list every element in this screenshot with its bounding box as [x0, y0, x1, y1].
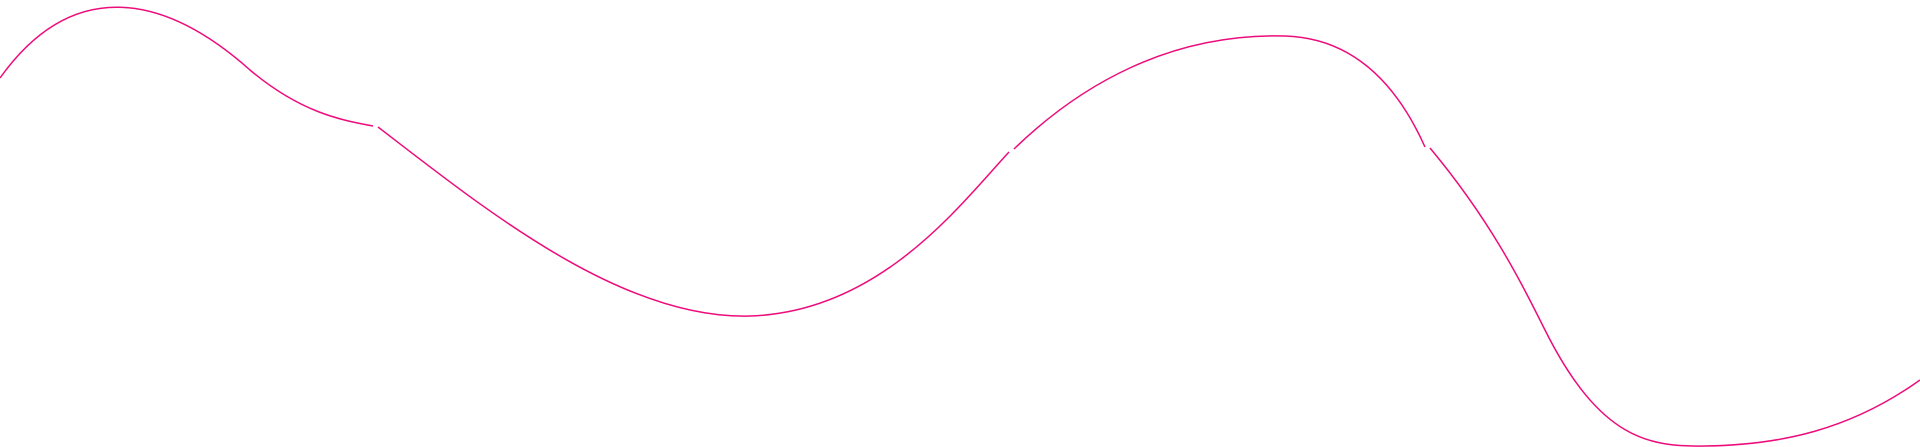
wave-segment-1	[0, 6, 374, 127]
wave-segment-3	[1013, 35, 1426, 150]
wave-segment-2	[377, 126, 1010, 317]
wave-segment-4	[1429, 147, 1920, 447]
